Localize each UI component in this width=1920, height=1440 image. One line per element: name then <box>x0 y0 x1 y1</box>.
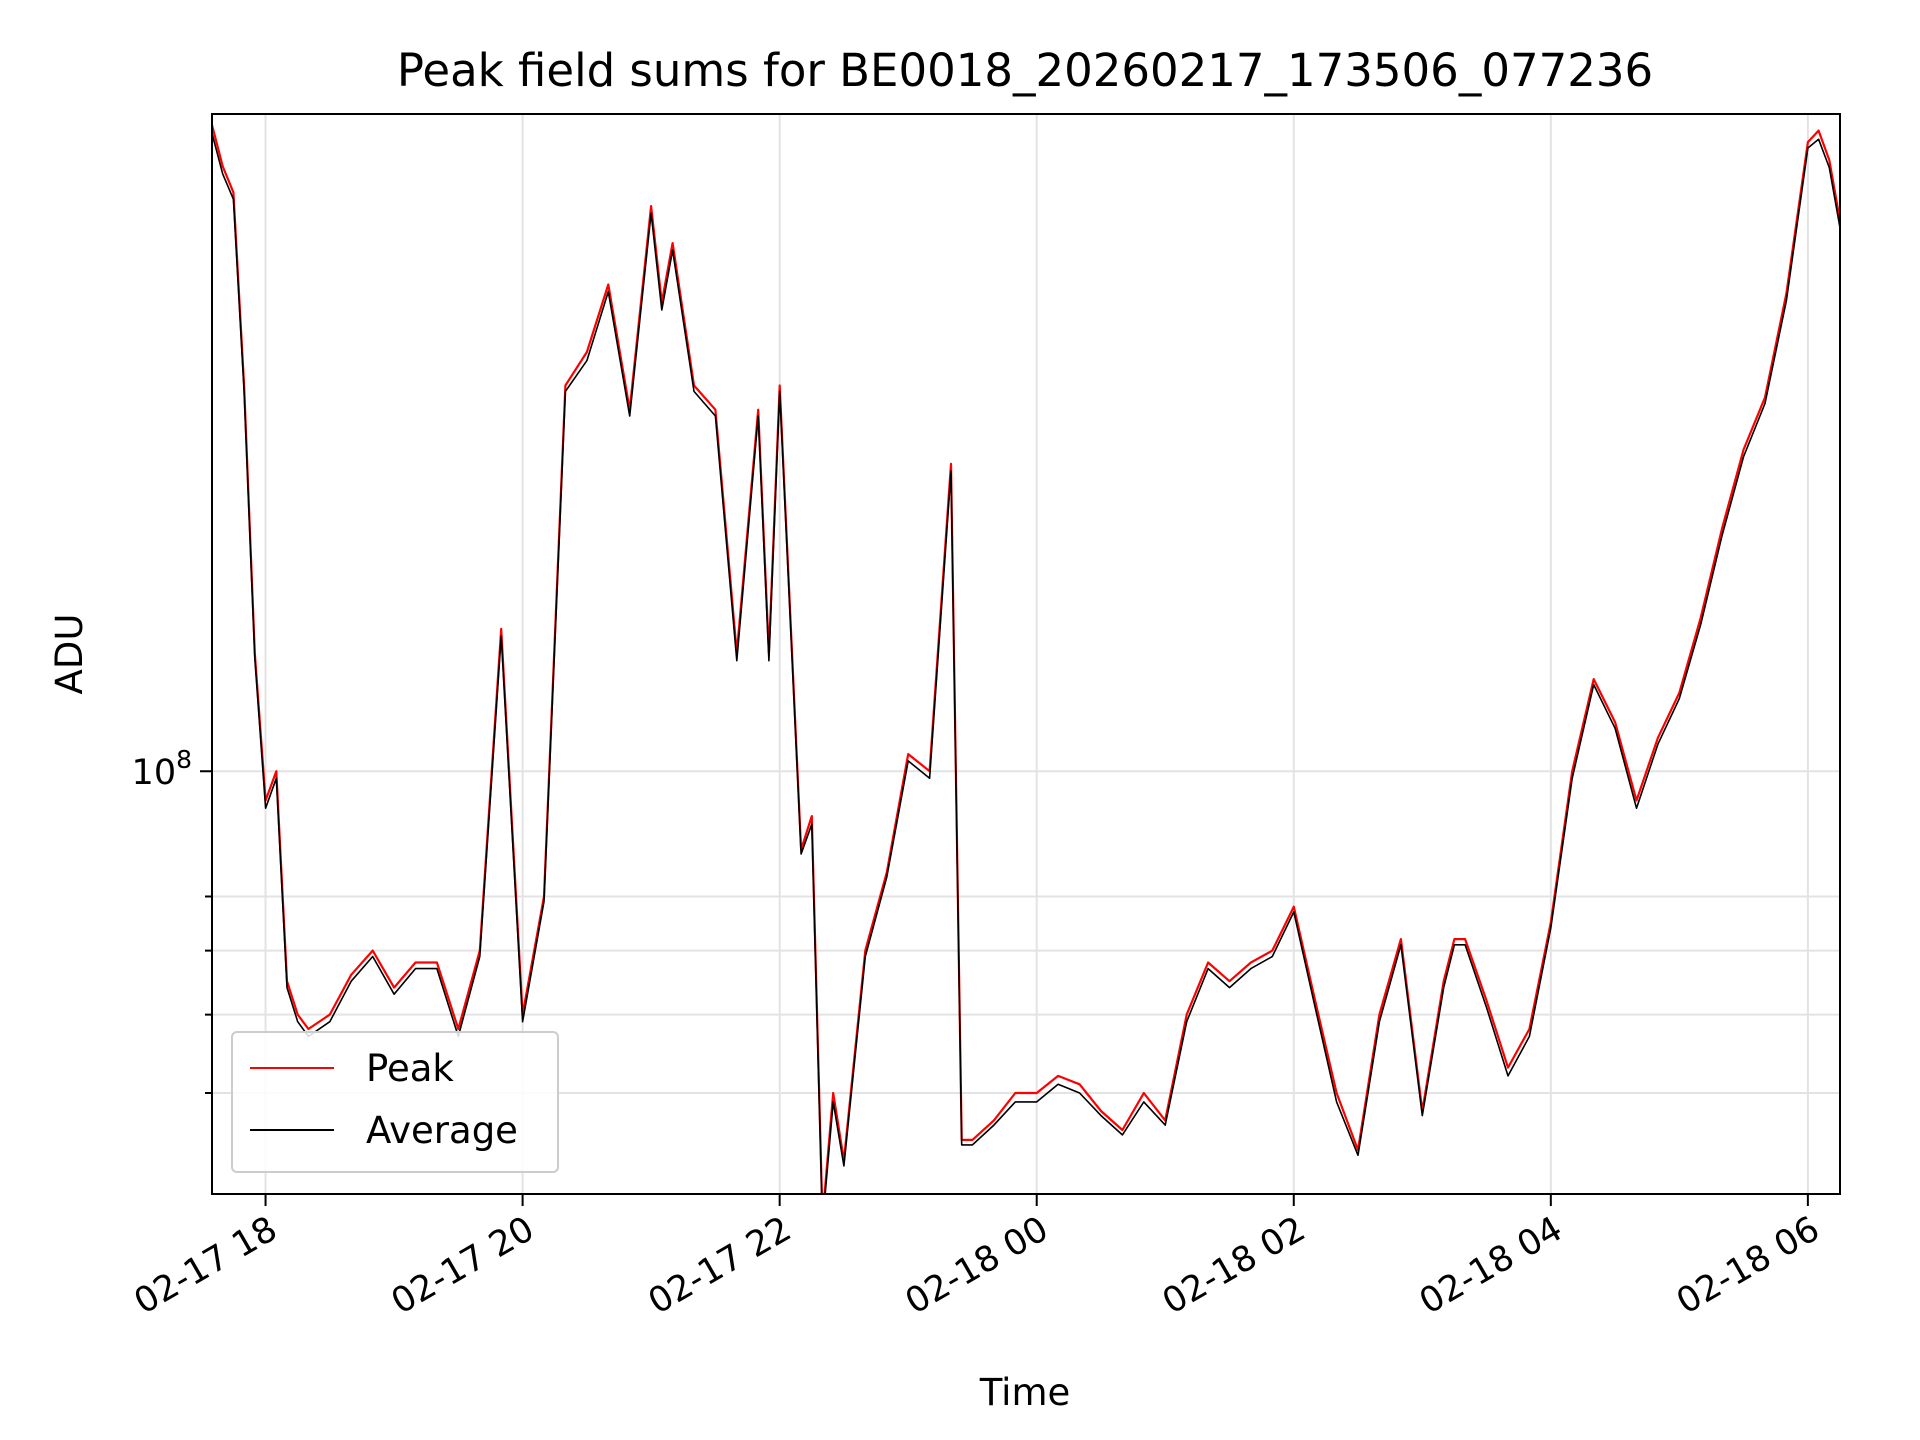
series-line-average <box>212 133 1840 1194</box>
legend: Peak Average <box>231 1031 559 1173</box>
plot-frame <box>211 113 1841 1195</box>
y-tick-label: 108 <box>132 745 192 793</box>
chart-title: Peak field sums for BE0018_20260217_1735… <box>397 44 1653 97</box>
x-axis-label: Time <box>979 1371 1071 1414</box>
y-tick-label-exponent: 8 <box>176 745 192 774</box>
legend-label: Average <box>366 1109 518 1152</box>
legend-label: Peak <box>366 1047 454 1090</box>
series-layer <box>212 124 1840 1194</box>
y-axis-label: ADU <box>48 614 91 695</box>
y-tick-label-base: 10 <box>132 753 177 793</box>
